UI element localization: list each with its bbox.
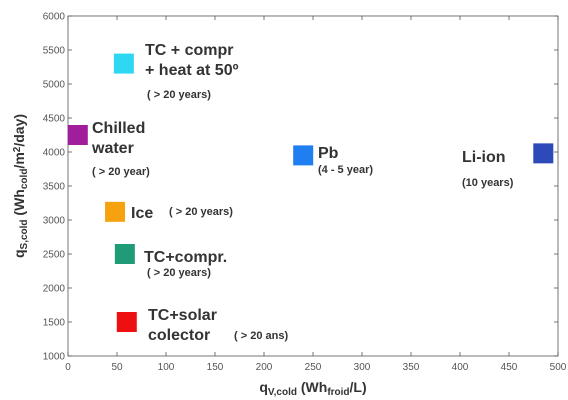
x-tick-label: 500: [550, 362, 567, 373]
x-tick-label: 450: [501, 362, 518, 373]
axes: 0 50 100 150 200 250 300 350 400 450 500 1000 1500 20…: [43, 12, 567, 374]
point-marker: [533, 143, 554, 164]
y-tick-label: 1500: [43, 318, 66, 329]
x-tick-label: 100: [158, 362, 175, 373]
point-marker: [105, 201, 126, 222]
point-label: Ice: [131, 205, 153, 222]
point-label: TC+solar: [148, 307, 217, 324]
x-tick-label: 150: [207, 362, 224, 373]
y-tick-label: 6000: [43, 12, 66, 23]
data-points: TC + compr + heat at 50º ( > 20 years) Chil…: [67, 42, 554, 344]
x-tick-label: 50: [111, 362, 123, 373]
y-tick-label: 5000: [43, 80, 66, 91]
point-pb: Pb (4 - 5 year): [293, 145, 373, 176]
y-tick-label: 4000: [43, 148, 66, 159]
point-marker: [116, 312, 137, 332]
point-tc-compr: TC+compr.( > 20 years): [114, 244, 227, 279]
point-marker: [114, 244, 135, 264]
point-lifetime-note: ( > 20 ans): [234, 330, 288, 342]
point-chilled-water: Chilled water ( > 20 year): [67, 120, 150, 178]
x-tick-label: 0: [65, 362, 71, 373]
point-ice: Ice ( > 20 years): [105, 201, 233, 222]
point-label: + heat at 50º: [145, 62, 239, 79]
point-li-ion: Li-ion (10 years): [462, 143, 554, 189]
point-marker: [113, 53, 134, 74]
plot-area: [67, 15, 559, 357]
point-lifetime-note: ( > 20 years): [147, 267, 211, 279]
point-lifetime-note: (10 years): [462, 177, 514, 189]
point-label: Pb: [318, 145, 339, 162]
x-tick-label: 300: [354, 362, 371, 373]
point-label: Li-ion: [462, 149, 506, 166]
point-marker: [67, 125, 88, 145]
y-tick-label: 1000: [43, 352, 66, 363]
y-tick-label: 4500: [43, 114, 66, 125]
point-marker: [293, 145, 314, 166]
point-label: colector: [148, 327, 210, 344]
x-axis-label: qV,cold (Whfroid/L): [259, 379, 366, 398]
x-tick-label: 250: [305, 362, 322, 373]
point-lifetime-note: ( > 20 year): [92, 166, 150, 178]
point-label: TC+compr.: [144, 249, 227, 266]
point-label: water: [91, 140, 134, 157]
point-lifetime-note: (4 - 5 year): [318, 164, 373, 176]
point-lifetime-note: ( > 20 years): [169, 206, 233, 218]
y-tick-label: 5500: [43, 46, 66, 57]
point-label: Chilled: [92, 120, 145, 137]
point-label: TC + compr: [145, 42, 233, 59]
x-tick-label: 200: [256, 362, 273, 373]
y-tick-label: 2500: [43, 250, 66, 261]
point-tc-compr-heat-at-50: TC + compr + heat at 50º ( > 20 years): [113, 42, 239, 101]
y-tick-label: 3500: [43, 182, 66, 193]
point-tc-solar-colector: TC+solar colector ( > 20 ans): [116, 307, 288, 344]
x-tick-label: 400: [452, 362, 469, 373]
point-lifetime-note: ( > 20 years): [147, 89, 211, 101]
y-axis-label: qS,cold (Whcold/m2/day): [11, 114, 30, 258]
x-tick-label: 350: [403, 362, 420, 373]
y-tick-label: 3000: [43, 216, 66, 227]
y-tick-label: 2000: [43, 284, 66, 295]
